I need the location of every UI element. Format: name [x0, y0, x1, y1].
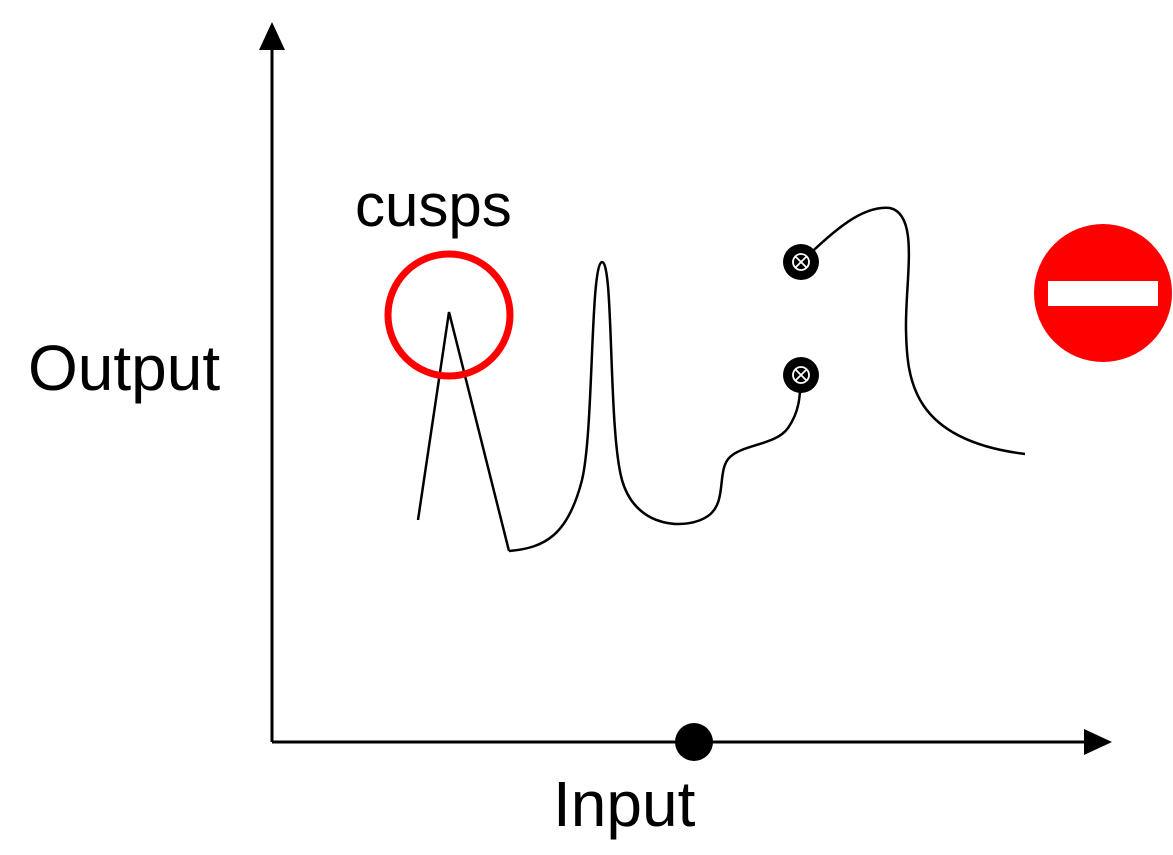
- cusp-highlight-circle: [384, 250, 514, 380]
- circled-x-icon-upper: [783, 244, 819, 280]
- x-axis-label: Input: [553, 768, 696, 840]
- no-entry-icon: [1034, 224, 1172, 362]
- y-axis-label: Output: [28, 332, 221, 404]
- circled-x-icon-lower: [783, 357, 819, 393]
- y-axis-arrowhead: [259, 22, 285, 50]
- cusps-annotation: cusps: [355, 172, 512, 239]
- input-point-icon: [675, 723, 713, 761]
- smooth-curve-left: [508, 260, 803, 553]
- cusp-curve: [416, 311, 511, 552]
- smooth-curve-right: [800, 206, 1026, 456]
- x-axis-arrowhead: [1084, 729, 1112, 755]
- y-axis: [259, 22, 285, 742]
